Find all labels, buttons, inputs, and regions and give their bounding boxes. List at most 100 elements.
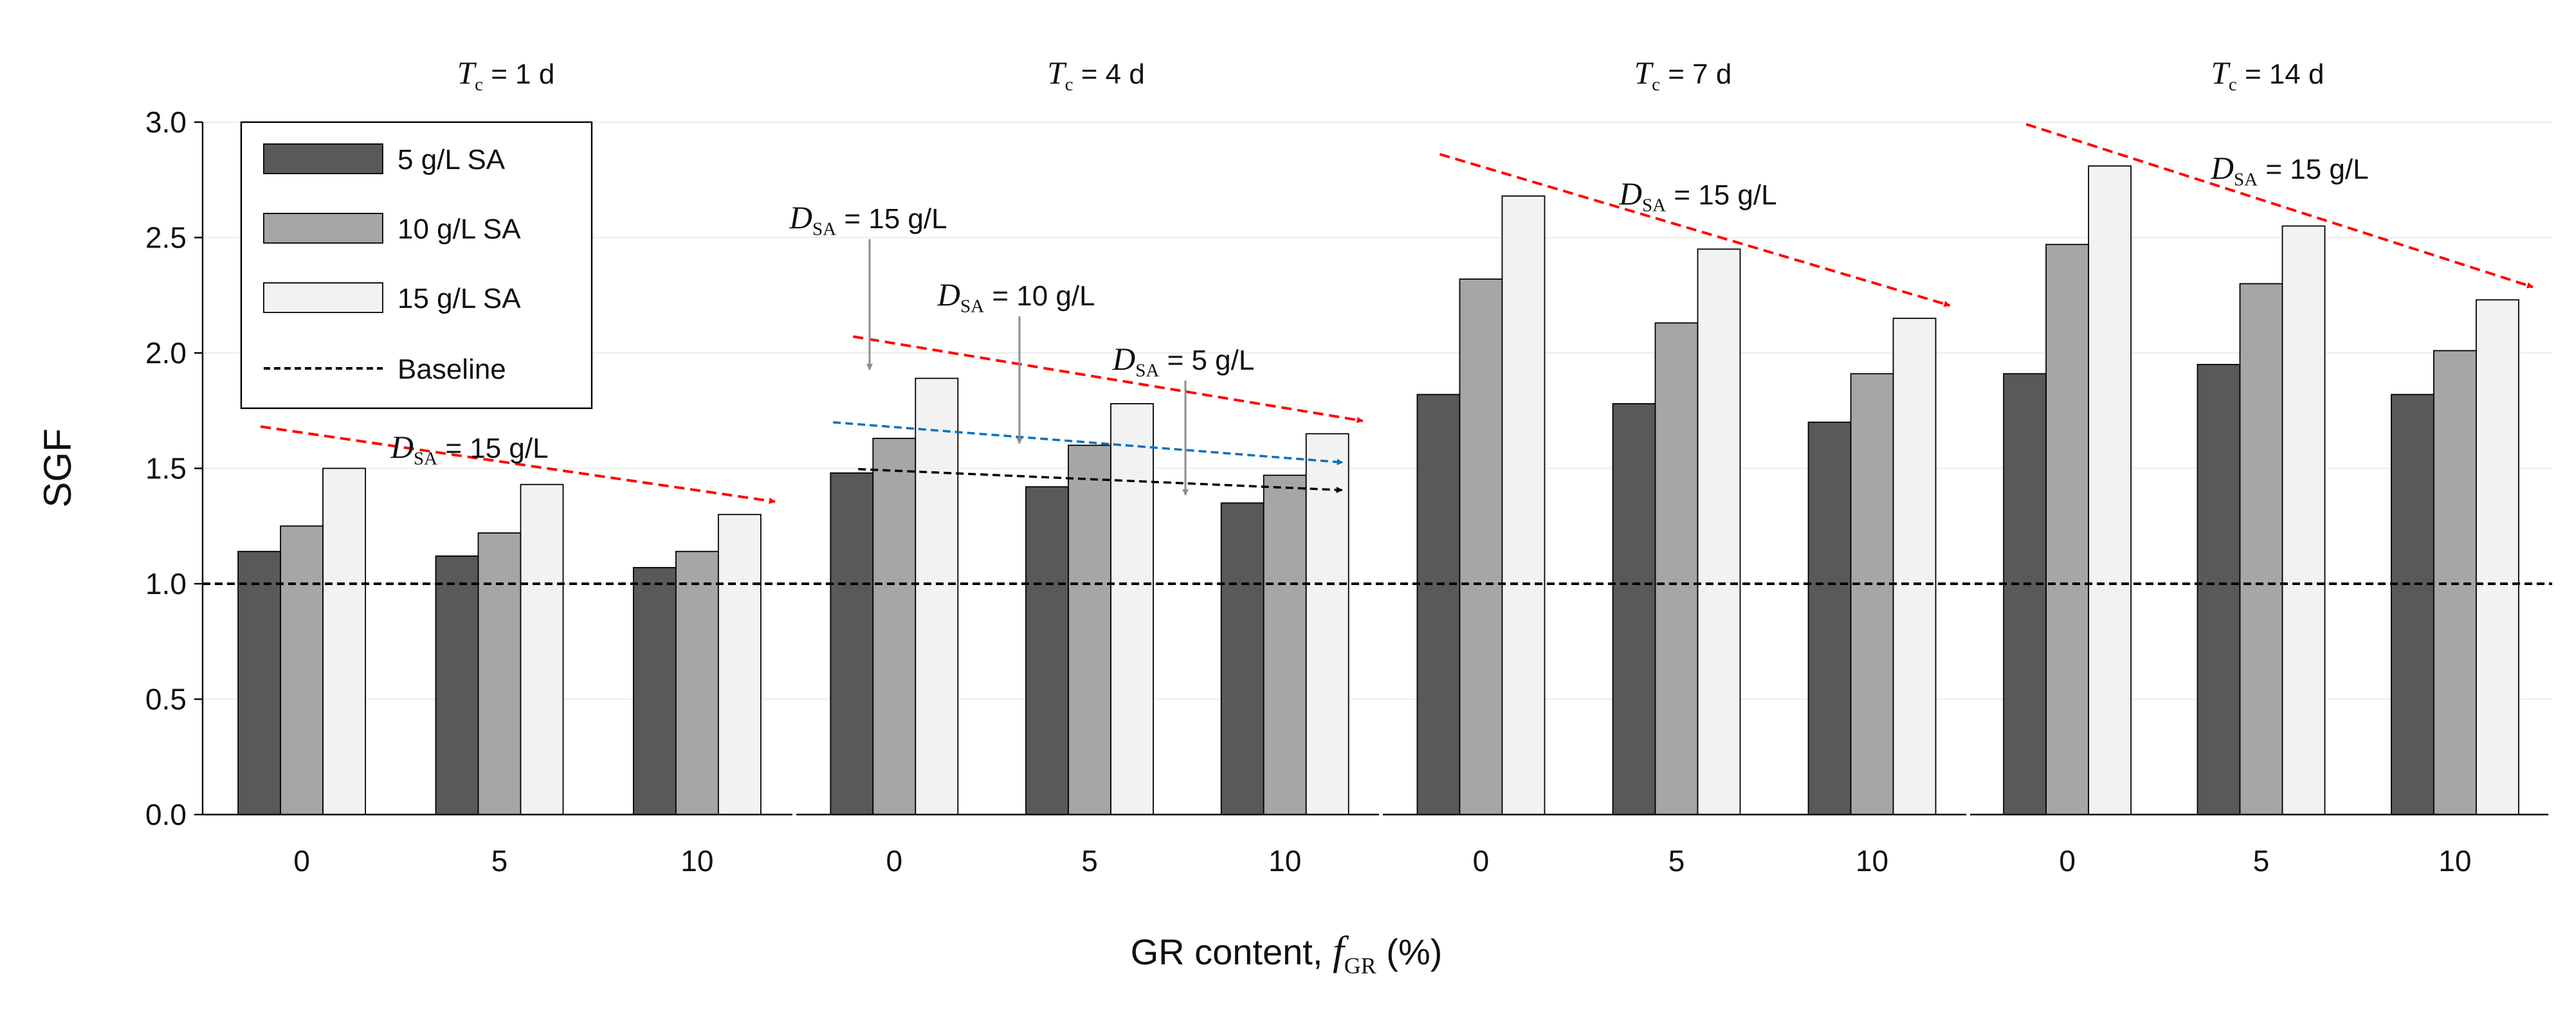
- annotation-p3-1-sub: SA: [1642, 195, 1666, 216]
- bar-p4-c5-s3: [2281, 225, 2326, 815]
- bar-p4-c0-s2: [2045, 244, 2090, 815]
- legend-label-2: 10 g/L SA: [397, 213, 521, 245]
- annotation-p1-1-var: D: [390, 429, 414, 465]
- annotation-p4-1: DSA = 15 g/L: [2210, 150, 2368, 190]
- bar-p2-c10-s3: [1305, 433, 1349, 815]
- y-tick-label-5: 2.5: [145, 221, 187, 255]
- x-axis-title: GR content, fGR (%): [1131, 928, 1443, 978]
- annotation-p2-2: DSA = 10 g/L: [936, 277, 1095, 317]
- legend-swatch-1: [263, 143, 383, 174]
- legend-label-3: 15 g/L SA: [397, 283, 521, 314]
- bar-p2-c5-s2: [1068, 444, 1111, 815]
- y-tick-label-3: 1.5: [145, 452, 187, 485]
- bar-p1-c10-s3: [717, 514, 762, 815]
- panel-title-1: Tc = 1 d: [457, 55, 555, 95]
- y-tick-label-1: 0.5: [145, 683, 187, 716]
- annotation-p2-3-var: D: [1112, 341, 1136, 377]
- bar-p2-c0-s1: [830, 472, 874, 815]
- annotation-p4-1-var: D: [2210, 150, 2234, 186]
- panel-title-4-sub: c: [2229, 75, 2237, 95]
- bar-p3-c10-s2: [1850, 373, 1894, 815]
- x-tick-label-p2-0: 0: [886, 844, 903, 878]
- bars: [237, 165, 2519, 815]
- bar-p2-c10-s2: [1263, 474, 1307, 815]
- panel-title-2-rest: = 4 d: [1073, 59, 1144, 90]
- x-tick-label-p1-0: 0: [293, 844, 310, 878]
- bar-p3-c5-s1: [1612, 403, 1656, 815]
- bar-p3-c10-s1: [1807, 421, 1852, 815]
- x-tick-label-p4-2: 10: [2438, 844, 2471, 878]
- annotation-p2-1-rest: = 15 g/L: [836, 203, 947, 235]
- bar-p2-c0-s3: [915, 377, 959, 815]
- x-tick-label-p3-2: 10: [1856, 844, 1888, 878]
- x-tick-label-p2-2: 10: [1268, 844, 1301, 878]
- axes: 0.0 0.5 1.0 1.5 2.0 2.5 3.0: [145, 105, 2552, 831]
- bar-p3-c5-s3: [1697, 248, 1741, 815]
- panel-title-3-rest: = 7 d: [1660, 59, 1731, 90]
- annotation-p3-1-rest: = 15 g/L: [1666, 179, 1777, 211]
- x-tick-label-p1-2: 10: [681, 844, 713, 878]
- y-tick-label-2: 1.0: [145, 567, 187, 600]
- panel-title-1-var: T: [457, 55, 477, 91]
- x-axis-title-sub: GR: [1344, 953, 1376, 978]
- legend-label-baseline: Baseline: [397, 354, 506, 385]
- annotation-p2-3-rest: = 5 g/L: [1159, 345, 1254, 376]
- trend-arrow-p4-s3: [2025, 123, 2534, 289]
- bar-p1-c5-s1: [435, 555, 479, 815]
- legend-swatch-2: [263, 213, 383, 244]
- bar-p1-c0-s1: [237, 550, 282, 815]
- bar-p3-c5-s2: [1654, 322, 1699, 815]
- bar-p2-c5-s3: [1110, 403, 1154, 815]
- bar-p3-c0-s3: [1501, 195, 1546, 815]
- panel-title-1-sub: c: [475, 75, 483, 95]
- bar-p3-c10-s3: [1892, 318, 1937, 815]
- panel-title-3-var: T: [1634, 55, 1654, 91]
- annotation-p4-1-rest: = 15 g/L: [2258, 154, 2368, 185]
- trend-arrow-p2-s1: [858, 467, 1343, 493]
- bar-p2-c5-s1: [1025, 486, 1069, 815]
- legend-swatch-3: [263, 282, 383, 313]
- x-tick-label-p2-1: 5: [1081, 844, 1098, 878]
- annotation-p3-1-var: D: [1618, 176, 1642, 212]
- bar-p1-c0-s2: [280, 525, 324, 815]
- annotation-p1-1-sub: SA: [414, 449, 437, 469]
- y-axis-title: SGF: [36, 428, 79, 507]
- panel-title-4-rest: = 14 d: [2237, 59, 2325, 90]
- trend-arrow-p2-s3: [852, 335, 1364, 424]
- x-axis-title-prefix: GR content,: [1131, 932, 1333, 972]
- annotation-p2-2-var: D: [936, 277, 960, 312]
- x-tick-label-p4-0: 0: [2059, 844, 2076, 878]
- annotation-p1-1: DSA = 15 g/L: [390, 429, 548, 469]
- bar-p1-c5-s3: [520, 483, 564, 815]
- bar-p3-c0-s2: [1459, 278, 1503, 815]
- annotation-p2-2-sub: SA: [960, 296, 984, 317]
- bar-p4-c5-s1: [2197, 364, 2241, 815]
- bar-p2-c10-s1: [1220, 502, 1265, 815]
- bar-p4-c10-s3: [2475, 299, 2519, 815]
- annotation-p2-1: DSA = 15 g/L: [789, 200, 947, 240]
- annotation-p2-2-rest: = 10 g/L: [984, 280, 1095, 312]
- x-tick-label-p1-1: 5: [491, 844, 508, 878]
- trend-arrow-p3-s3: [1439, 152, 1951, 307]
- x-axis-title-suffix: (%): [1376, 932, 1443, 972]
- annotation-p1-1-rest: = 15 g/L: [437, 433, 548, 464]
- bar-p1-c10-s1: [632, 566, 677, 815]
- panel-title-4-var: T: [2211, 55, 2231, 91]
- annotation-p3-1: DSA = 15 g/L: [1618, 176, 1777, 216]
- bar-p1-c10-s2: [675, 550, 719, 815]
- x-tick-label-p4-1: 5: [2253, 844, 2270, 878]
- y-tick-label-4: 2.0: [145, 336, 187, 370]
- annotation-p2-1-sub: SA: [812, 219, 836, 240]
- x-tick-label-p3-1: 5: [1668, 844, 1685, 878]
- y-tick-label-6: 3.0: [145, 105, 187, 139]
- bar-p4-c5-s2: [2239, 283, 2283, 815]
- bar-p4-c10-s1: [2390, 393, 2434, 815]
- legend-label-1: 5 g/L SA: [397, 144, 506, 176]
- annotation-p2-1-var: D: [789, 200, 812, 235]
- bar-p2-c0-s2: [872, 437, 917, 815]
- panel-title-4: Tc = 14 d: [2211, 55, 2324, 95]
- annotation-p2-3-sub: SA: [1135, 361, 1159, 381]
- panel-title-1-rest: = 1 d: [483, 59, 554, 90]
- panel-title-3-sub: c: [1652, 75, 1660, 95]
